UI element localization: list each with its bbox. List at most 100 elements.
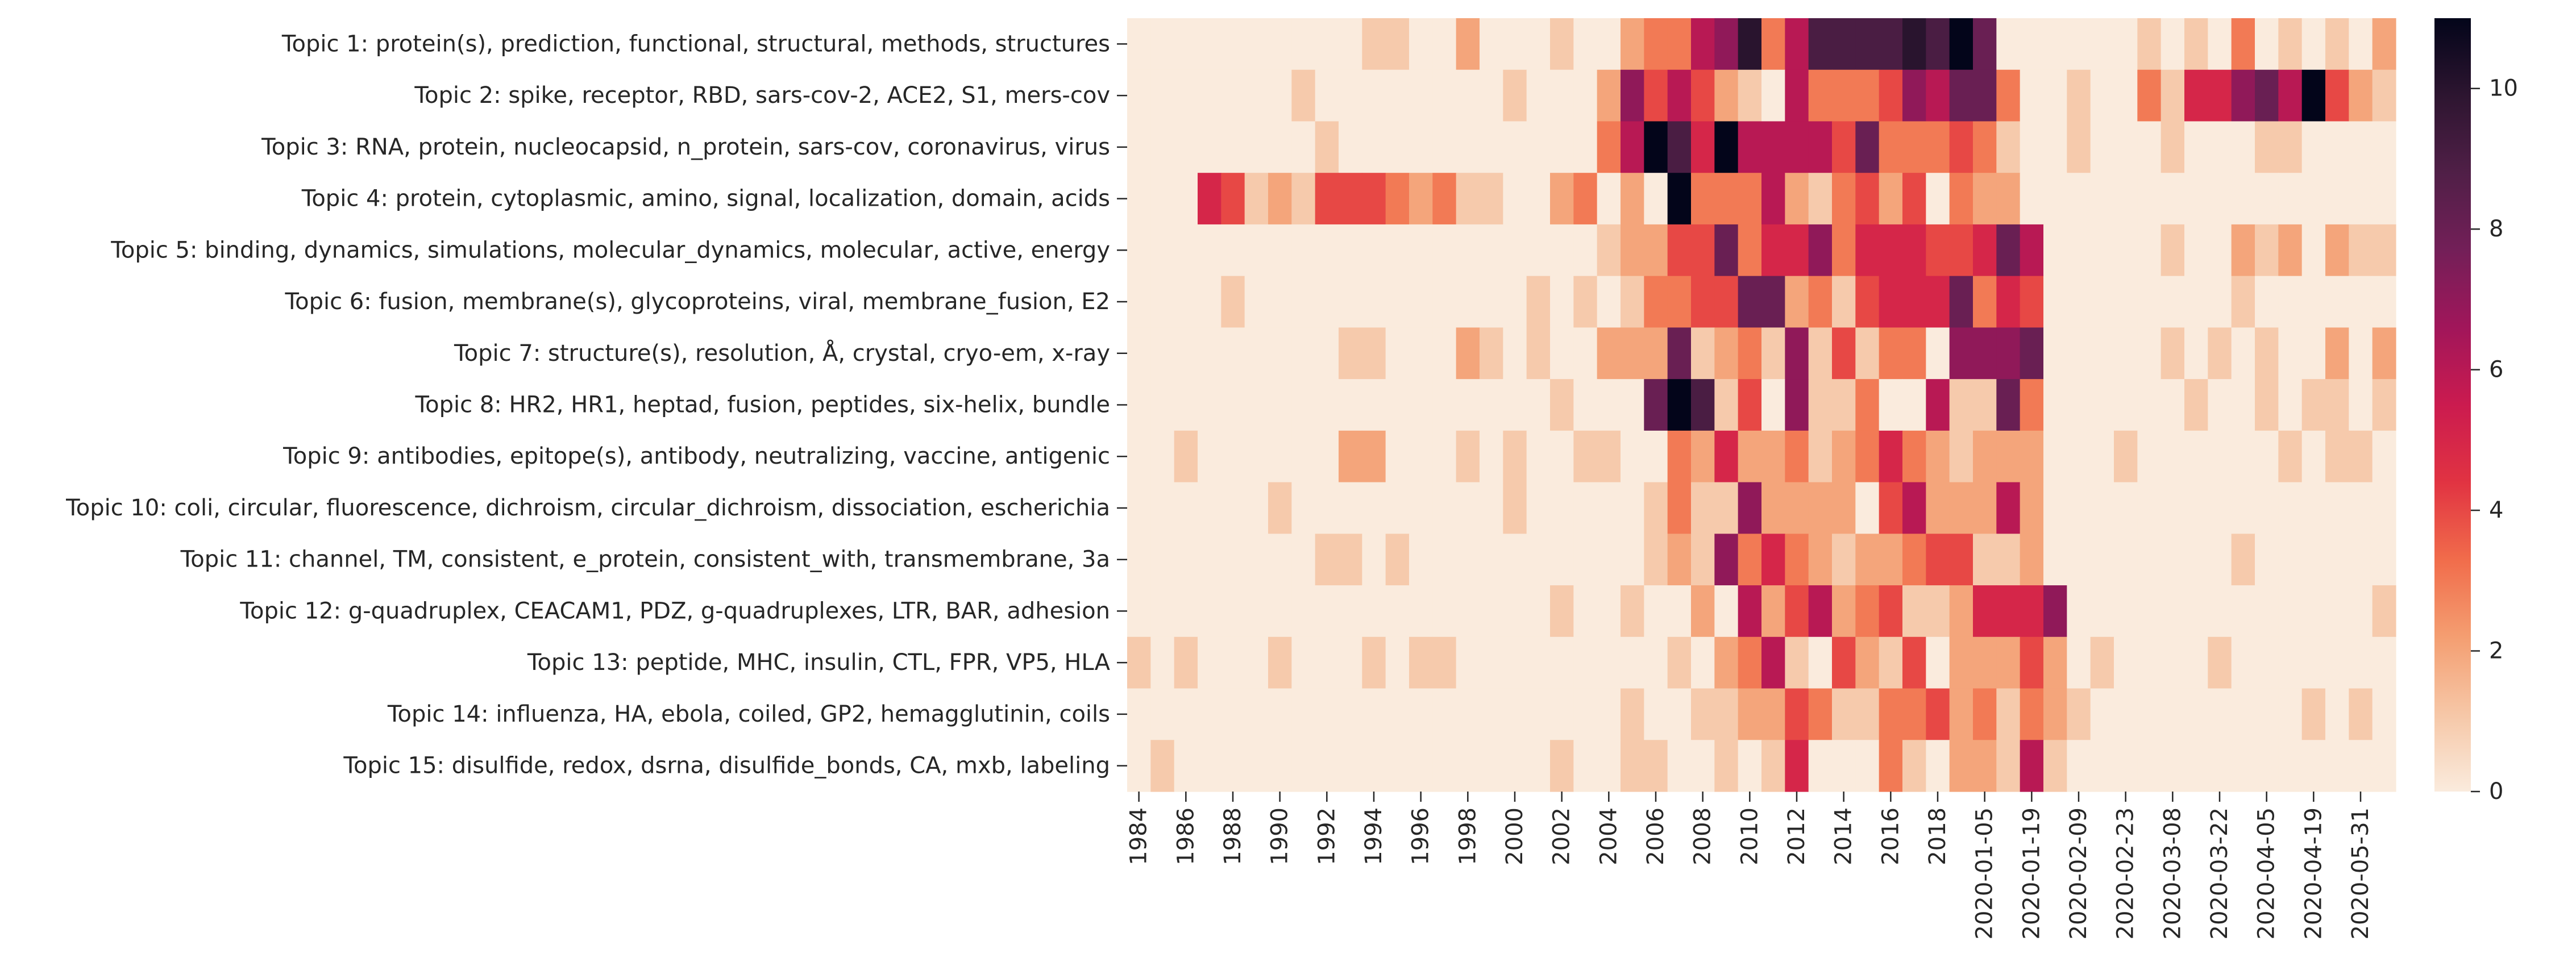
heatmap-cell: [2160, 585, 2185, 638]
heatmap-cell: [1714, 688, 1739, 740]
row-label: Topic 9: antibodies, epitope(s), antibod…: [282, 443, 1110, 469]
heatmap-cell: [1315, 740, 1339, 792]
heatmap-cell: [1127, 534, 1151, 586]
heatmap-cell: [1996, 534, 2021, 586]
heatmap-cell: [1221, 740, 1245, 792]
heatmap-cell: [1291, 121, 1316, 173]
heatmap-cell: [1409, 482, 1433, 534]
heatmap-cell: [2184, 69, 2208, 122]
heatmap-cell: [2231, 276, 2255, 328]
heatmap-cell: [1198, 585, 1221, 638]
heatmap-cell: [1621, 482, 1644, 534]
heatmap-cell: [1855, 379, 1880, 431]
heatmap-cell: [1480, 688, 1503, 740]
heatmap-cell: [1902, 276, 1926, 328]
heatmap-cell: [1996, 482, 2021, 534]
heatmap-cell: [1808, 585, 1833, 638]
heatmap-cell: [1221, 327, 1245, 380]
heatmap-cell: [1926, 121, 1950, 173]
heatmap-cell: [1667, 224, 1692, 277]
heatmap-cell: [2278, 534, 2303, 586]
heatmap-cell: [2137, 224, 2162, 277]
heatmap-cell: [1221, 585, 1245, 638]
heatmap-cell: [1315, 69, 1339, 122]
heatmap-cell: [2301, 534, 2326, 586]
heatmap-cell: [1432, 688, 1457, 740]
heatmap-cell: [1667, 18, 1692, 70]
heatmap-cell: [2160, 688, 2185, 740]
heatmap-cell: [2231, 688, 2255, 740]
heatmap-cell: [1949, 740, 1973, 792]
heatmap-cell: [1926, 69, 1950, 122]
heatmap-cell: [2325, 379, 2349, 431]
heatmap-cell: [1526, 534, 1551, 586]
heatmap-cell: [2349, 482, 2373, 534]
heatmap-cell: [1526, 18, 1551, 70]
column-label: 1984: [1126, 807, 1152, 865]
heatmap-cell: [1785, 482, 1809, 534]
heatmap-cell: [1432, 482, 1457, 534]
heatmap-cell: [1480, 224, 1503, 277]
heatmap-cell: [1409, 430, 1433, 483]
heatmap-cell: [1268, 688, 1292, 740]
heatmap-cell: [1738, 327, 1762, 380]
heatmap-cell: [1268, 18, 1292, 70]
heatmap-cell: [2043, 121, 2067, 173]
heatmap-cell: [1949, 327, 1973, 380]
heatmap-cell: [2255, 534, 2279, 586]
heatmap-cell: [1714, 379, 1739, 431]
colorbar-tick-label: 2: [2489, 638, 2503, 664]
heatmap-cell: [1385, 430, 1410, 483]
heatmap-cell: [2372, 740, 2396, 792]
heatmap-cell: [2043, 688, 2067, 740]
heatmap-cell: [1409, 379, 1433, 431]
column-label: 1998: [1455, 807, 1481, 865]
heatmap-cell: [1573, 688, 1598, 740]
heatmap-cell: [1503, 482, 1527, 534]
heatmap-cell: [2137, 740, 2162, 792]
heatmap-cell: [2255, 636, 2279, 689]
heatmap-cell: [2325, 327, 2349, 380]
heatmap-cell: [2137, 121, 2162, 173]
heatmap-cell: [1291, 18, 1316, 70]
heatmap-cell: [2325, 636, 2349, 689]
heatmap-cell: [1456, 18, 1480, 70]
heatmap-cell: [2208, 224, 2232, 277]
heatmap-cell: [2160, 327, 2185, 380]
heatmap-cell: [1573, 585, 1598, 638]
heatmap-cell: [1761, 482, 1785, 534]
heatmap-cell: [1480, 430, 1503, 483]
column-label: 2002: [1549, 807, 1575, 865]
heatmap-cell: [1550, 121, 1574, 173]
heatmap-cell: [1785, 121, 1809, 173]
heatmap-cell: [2278, 585, 2303, 638]
heatmap-cell: [1644, 740, 1668, 792]
heatmap-cell: [2208, 69, 2232, 122]
heatmap-cell: [1621, 173, 1644, 225]
heatmap-cell: [1996, 430, 2021, 483]
heatmap-cell: [1902, 534, 1926, 586]
heatmap-cell: [1503, 688, 1527, 740]
heatmap-cell: [1385, 327, 1410, 380]
column-label: 1994: [1361, 807, 1387, 865]
heatmap-cell: [1503, 121, 1527, 173]
heatmap-cell: [1362, 121, 1386, 173]
column-label: 2016: [1877, 807, 1904, 865]
heatmap-cell: [2301, 740, 2326, 792]
heatmap-cell: [1244, 482, 1269, 534]
heatmap-cell: [1385, 173, 1410, 225]
heatmap-cell: [1761, 18, 1785, 70]
row-label: Topic 11: channel, TM, consistent, e_pro…: [180, 547, 1110, 573]
heatmap-cell: [2020, 740, 2044, 792]
heatmap-cell: [1268, 740, 1292, 792]
heatmap-cell: [1291, 327, 1316, 380]
heatmap-cell: [1127, 18, 1151, 70]
heatmap-cell: [1573, 327, 1598, 380]
heatmap-cell: [1902, 636, 1926, 689]
heatmap-cell: [2020, 430, 2044, 483]
heatmap-cell: [1973, 482, 1997, 534]
heatmap-cell: [1550, 276, 1574, 328]
heatmap-cell: [2090, 69, 2114, 122]
heatmap-cell: [2114, 482, 2138, 534]
heatmap-cell: [1409, 121, 1433, 173]
